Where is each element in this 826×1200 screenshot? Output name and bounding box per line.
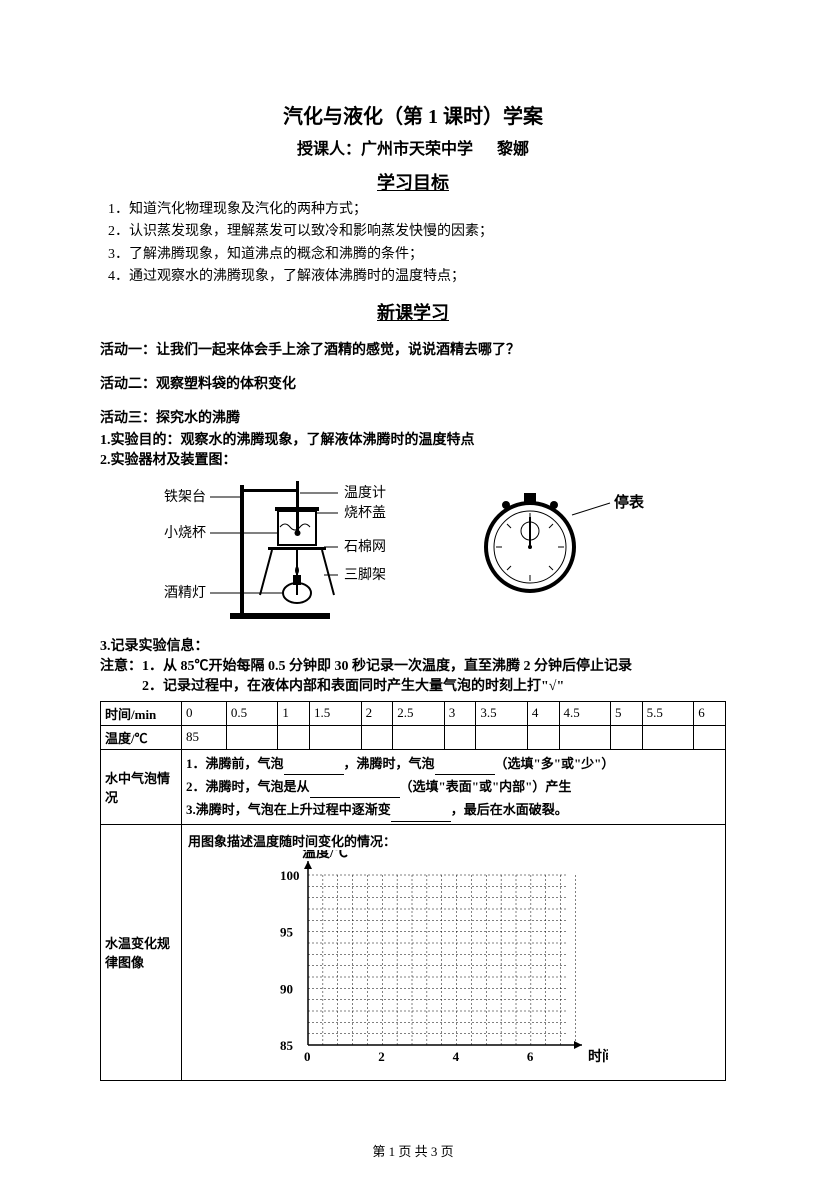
note-1: 注意：1．从 85℃开始每隔 0.5 分钟即 30 秒记录一次温度，直至沸腾 2… <box>100 655 726 675</box>
label-beaker-lid: 烧杯盖 <box>344 505 386 521</box>
exp-purpose: 1.实验目的：观察水的沸腾现象，了解液体沸腾时的温度特点 <box>100 429 726 449</box>
goal-1: 1．知道汽化物理现象及汽化的两种方式； <box>108 199 726 221</box>
time-11: 5.5 <box>642 701 694 725</box>
bubble-label: 水中气泡情况 <box>101 749 182 824</box>
label-tripod: 三脚架 <box>344 567 386 583</box>
goals-heading: 学习目标 <box>100 169 726 195</box>
b2b: （选填"表面"或"内部"）产生 <box>400 779 572 794</box>
time-10: 5 <box>611 701 643 725</box>
teacher-prefix: 授课人： <box>297 141 361 158</box>
time-label: 时间/min <box>101 701 182 725</box>
goal-4: 4．通过观察水的沸腾现象，了解液体沸腾时的温度特点； <box>108 266 726 288</box>
label-alcohol-lamp: 酒精灯 <box>164 585 206 601</box>
label-asbestos: 石棉网 <box>344 538 386 555</box>
boiling-apparatus-diagram: 铁架台 小烧杯 酒精灯 温度计 烧杯盖 石棉网 三脚架 <box>100 475 460 625</box>
activity-2: 活动二：观察塑料袋的体积变化 <box>100 373 726 393</box>
graph-cell: 用图象描述温度随时间变化的情况： 0 2 4 6 85 90 95 100温度/℃ 时间/min <box>182 824 726 1080</box>
b1a: 1．沸腾前，气泡 <box>186 756 284 771</box>
time-5: 2.5 <box>393 701 445 725</box>
label-small-beaker: 小烧杯 <box>164 525 206 541</box>
svg-text:温度/℃: 温度/℃ <box>302 850 348 861</box>
note-2: 2．记录过程中，在液体内部和表面同时产生大量气泡的时刻上打"√" <box>100 675 726 695</box>
time-8: 4 <box>527 701 559 725</box>
goal-2: 2．认识蒸发现象，理解蒸发可以致冷和影响蒸发快慢的因素； <box>108 221 726 243</box>
time-3: 1.5 <box>310 701 362 725</box>
svg-text:2: 2 <box>378 1049 385 1064</box>
stopwatch-diagram: 停表 <box>460 475 680 605</box>
time-12: 6 <box>694 701 726 725</box>
temperature-time-chart: 0 2 4 6 85 90 95 100温度/℃ 时间/min <box>188 850 608 1070</box>
temp-0: 85 <box>182 725 227 749</box>
time-0: 0 <box>182 701 227 725</box>
label-thermometer: 温度计 <box>344 485 386 501</box>
row-graph: 水温变化规律图像 用图象描述温度随时间变化的情况： 0 2 4 6 85 90 95 100温… <box>101 824 726 1080</box>
b1b: ，沸腾时，气泡 <box>344 756 435 771</box>
svg-text:95: 95 <box>280 924 294 939</box>
label-iron-stand: 铁架台 <box>164 489 206 505</box>
row-bubble: 水中气泡情况 1．沸腾前，气泡 ，沸腾时，气泡 （选填"多"或"少"） 2．沸腾时，… <box>101 749 726 824</box>
label-stopwatch: 停表 <box>614 493 645 511</box>
teacher-name: 黎娜 <box>497 141 529 158</box>
svg-text:100: 100 <box>280 868 300 883</box>
temp-label: 温度/℃ <box>101 725 182 749</box>
row-time: 时间/min 0 0.5 1 1.5 2 2.5 3 3.5 4 4.5 5 5… <box>101 701 726 725</box>
svg-text:85: 85 <box>280 1038 294 1053</box>
exp-equip: 2.实验器材及装置图： <box>100 449 726 469</box>
time-7: 3.5 <box>476 701 528 725</box>
graph-label: 水温变化规律图像 <box>101 824 182 1080</box>
time-4: 2 <box>361 701 393 725</box>
goal-3: 3．了解沸腾现象，知道沸点的概念和沸腾的条件； <box>108 244 726 266</box>
apparatus-diagrams: 铁架台 小烧杯 酒精灯 温度计 烧杯盖 石棉网 三脚架 <box>100 475 726 625</box>
data-table: 时间/min 0 0.5 1 1.5 2 2.5 3 3.5 4 4.5 5 5… <box>100 701 726 1081</box>
b3a: 3.沸腾时，气泡在上升过程中逐渐变 <box>186 802 391 817</box>
svg-text:90: 90 <box>280 981 293 996</box>
graph-title: 用图象描述温度随时间变化的情况： <box>188 831 719 850</box>
svg-text:0: 0 <box>304 1049 311 1064</box>
svg-text:4: 4 <box>453 1049 460 1064</box>
time-6: 3 <box>444 701 476 725</box>
page-footer: 第 1 页 共 3 页 <box>100 1141 726 1160</box>
time-9: 4.5 <box>559 701 611 725</box>
activity-3: 活动三：探究水的沸腾 <box>100 407 726 427</box>
row-temp: 温度/℃ 85 <box>101 725 726 749</box>
doc-title: 汽化与液化（第 1 课时）学案 <box>100 100 726 129</box>
new-heading: 新课学习 <box>100 299 726 325</box>
teacher-school: 广州市天荣中学 <box>361 141 473 158</box>
bubble-content: 1．沸腾前，气泡 ，沸腾时，气泡 （选填"多"或"少"） 2．沸腾时，气泡是从 （选填… <box>182 749 726 824</box>
goals-list: 1．知道汽化物理现象及汽化的两种方式； 2．认识蒸发现象，理解蒸发可以致冷和影响… <box>100 199 726 289</box>
activity-1: 活动一：让我们一起来体会手上涂了酒精的感觉，说说酒精去哪了？ <box>100 339 726 359</box>
svg-text:6: 6 <box>527 1049 534 1064</box>
time-2: 1 <box>278 701 310 725</box>
b3b: ，最后在水面破裂。 <box>451 802 568 817</box>
time-1: 0.5 <box>226 701 278 725</box>
svg-text:时间/min: 时间/min <box>588 1048 608 1065</box>
record-heading: 3.记录实验信息： <box>100 635 726 655</box>
b2a: 2．沸腾时，气泡是从 <box>186 779 310 794</box>
b1c: （选填"多"或"少"） <box>495 756 615 771</box>
page: 汽化与液化（第 1 课时）学案 授课人：广州市天荣中学 黎娜 学习目标 1．知道汽… <box>0 0 826 1200</box>
teacher-line: 授课人：广州市天荣中学 黎娜 <box>100 135 726 159</box>
